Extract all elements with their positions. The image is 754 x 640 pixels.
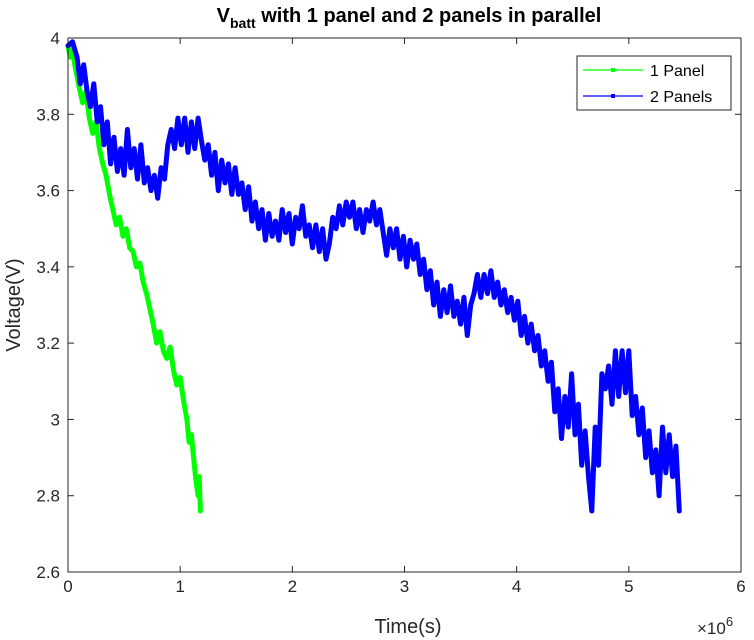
legend-marker-2-panels [611, 94, 615, 98]
y-tick-label: 3 [51, 410, 60, 429]
series-layer [65, 39, 682, 514]
x-exponent-power: 6 [726, 614, 733, 629]
x-tick-label: 1 [175, 577, 184, 596]
x-tick-label: 3 [400, 577, 409, 596]
y-tick-label: 2.8 [36, 487, 60, 506]
y-tick-label: 3.4 [36, 258, 60, 277]
legend-marker-1-panel [611, 68, 615, 72]
series-line-2-panels [65, 39, 682, 514]
y-tick-label: 3.8 [36, 105, 60, 124]
chart-title-main: V [217, 5, 231, 27]
plot-area [68, 38, 741, 572]
x-axis-label: Time(s) [374, 616, 441, 638]
y-tick-label: 4 [51, 29, 60, 48]
x-tick-label: 5 [624, 577, 633, 596]
y-tick-label: 3.2 [36, 334, 60, 353]
y-axis-label: Voltage(V) [3, 258, 25, 351]
legend-label-2-panels: 2 Panels [650, 89, 712, 106]
x-tick-label: 4 [512, 577, 521, 596]
y-tick-label: 3.6 [36, 182, 60, 201]
legend: 1 Panel 2 Panels [576, 55, 732, 111]
x-tick-label: 6 [736, 577, 745, 596]
chart-title-rest: with 1 panel and 2 panels in parallel [256, 5, 602, 27]
chart-title: Vbatt with 1 panel and 2 panels in paral… [217, 5, 602, 31]
tick-layer: 0 1 2 3 4 5 6 2.6 2.8 3 3.2 3.4 3.6 3.8 4 [36, 29, 745, 596]
chart-title-subscript: batt [230, 15, 256, 31]
legend-box [576, 55, 732, 111]
x-tick-label: 2 [288, 577, 297, 596]
x-exponent-base: ×10 [697, 619, 726, 638]
y-tick-label: 2.6 [36, 563, 60, 582]
x-tick-label: 0 [63, 577, 72, 596]
legend-label-1-panel: 1 Panel [650, 63, 704, 80]
x-exponent-label: ×106 [697, 614, 733, 638]
